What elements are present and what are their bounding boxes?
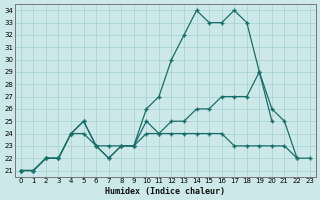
X-axis label: Humidex (Indice chaleur): Humidex (Indice chaleur)	[105, 187, 225, 196]
